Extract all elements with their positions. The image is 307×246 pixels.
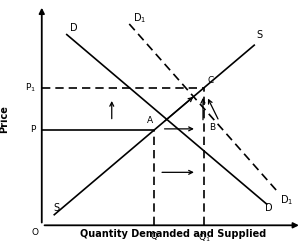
Text: S: S: [54, 203, 60, 213]
Text: D: D: [70, 23, 78, 33]
Text: S: S: [256, 30, 262, 40]
Text: B: B: [209, 123, 216, 132]
Text: P: P: [30, 125, 36, 135]
Text: D: D: [266, 203, 273, 213]
Text: Q: Q: [151, 232, 158, 241]
Text: D$_1$: D$_1$: [280, 193, 293, 207]
Text: A: A: [147, 116, 153, 125]
Text: Q$_1$: Q$_1$: [198, 232, 211, 244]
Text: Price: Price: [0, 105, 9, 133]
Text: O: O: [31, 229, 38, 237]
X-axis label: Quantity Demanded and Supplied: Quantity Demanded and Supplied: [80, 230, 266, 239]
Text: P$_1$: P$_1$: [25, 81, 36, 94]
Text: D$_1$: D$_1$: [133, 11, 146, 25]
Text: C: C: [208, 77, 214, 85]
